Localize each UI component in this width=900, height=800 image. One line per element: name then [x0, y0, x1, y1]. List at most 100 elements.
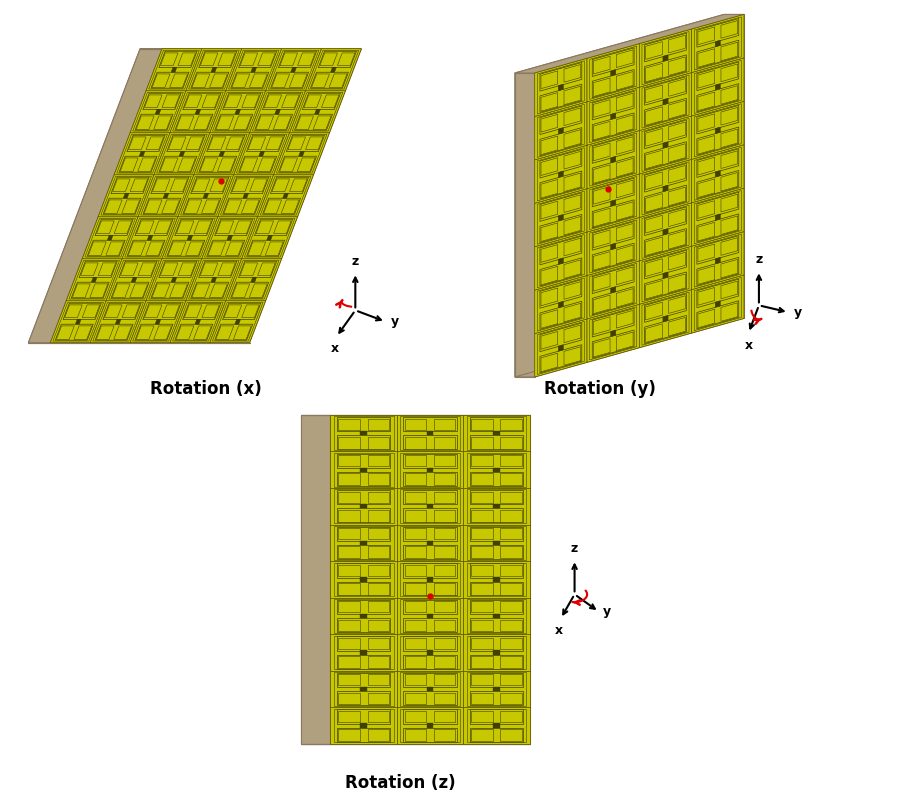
Polygon shape [464, 488, 530, 525]
Polygon shape [271, 72, 309, 88]
Polygon shape [427, 614, 434, 618]
Polygon shape [122, 305, 140, 318]
Polygon shape [470, 636, 523, 650]
Polygon shape [721, 281, 738, 298]
Polygon shape [338, 509, 391, 522]
Polygon shape [610, 113, 616, 119]
Polygon shape [240, 53, 257, 66]
Polygon shape [590, 263, 636, 317]
Polygon shape [541, 93, 558, 111]
Polygon shape [540, 323, 581, 352]
Polygon shape [234, 133, 290, 174]
Polygon shape [472, 674, 492, 686]
Polygon shape [470, 435, 523, 450]
Polygon shape [127, 240, 165, 256]
Polygon shape [470, 600, 523, 614]
Polygon shape [466, 526, 526, 560]
Polygon shape [152, 74, 170, 87]
Polygon shape [160, 263, 178, 275]
Polygon shape [171, 277, 177, 282]
Polygon shape [202, 217, 257, 258]
Polygon shape [616, 289, 633, 307]
Polygon shape [642, 249, 689, 302]
Polygon shape [202, 200, 220, 214]
Polygon shape [716, 170, 720, 177]
Polygon shape [721, 64, 738, 82]
Polygon shape [274, 221, 291, 234]
Polygon shape [338, 435, 391, 450]
Polygon shape [104, 198, 141, 214]
Polygon shape [367, 418, 389, 430]
Polygon shape [338, 674, 360, 686]
Polygon shape [137, 221, 154, 234]
Polygon shape [218, 263, 235, 275]
Polygon shape [111, 178, 149, 194]
Polygon shape [470, 526, 523, 541]
Polygon shape [540, 236, 581, 265]
Polygon shape [121, 158, 138, 171]
Polygon shape [130, 284, 148, 298]
Polygon shape [338, 654, 391, 669]
Polygon shape [240, 263, 257, 275]
Polygon shape [642, 292, 689, 346]
Polygon shape [541, 179, 558, 198]
Polygon shape [191, 282, 229, 298]
Polygon shape [716, 40, 720, 47]
Polygon shape [644, 207, 687, 235]
Polygon shape [319, 51, 356, 68]
Polygon shape [367, 602, 389, 612]
Polygon shape [535, 275, 587, 334]
Polygon shape [593, 274, 610, 291]
Polygon shape [268, 50, 319, 89]
Polygon shape [642, 31, 689, 85]
Polygon shape [698, 49, 715, 67]
Polygon shape [403, 654, 456, 669]
Polygon shape [160, 158, 178, 171]
Polygon shape [472, 638, 492, 649]
Polygon shape [192, 284, 210, 298]
Polygon shape [590, 306, 636, 360]
Polygon shape [610, 200, 616, 206]
Polygon shape [472, 656, 492, 668]
Polygon shape [360, 687, 367, 691]
Polygon shape [219, 151, 225, 156]
Polygon shape [540, 62, 581, 91]
Polygon shape [338, 474, 360, 485]
Polygon shape [403, 545, 456, 559]
Polygon shape [367, 437, 389, 449]
Polygon shape [270, 178, 309, 194]
Polygon shape [470, 454, 523, 468]
Polygon shape [645, 281, 662, 299]
Polygon shape [592, 200, 634, 228]
Polygon shape [136, 116, 154, 130]
Polygon shape [181, 176, 231, 215]
Polygon shape [466, 562, 526, 596]
Polygon shape [540, 214, 581, 242]
Polygon shape [178, 53, 195, 66]
Polygon shape [55, 324, 94, 340]
Polygon shape [590, 90, 636, 142]
Polygon shape [338, 673, 391, 687]
Polygon shape [397, 670, 464, 707]
Polygon shape [541, 158, 558, 175]
Text: z: z [352, 255, 359, 269]
Polygon shape [334, 453, 393, 486]
Polygon shape [251, 277, 256, 282]
Text: Rotation (x): Rotation (x) [150, 380, 262, 398]
Polygon shape [282, 95, 299, 107]
Polygon shape [697, 84, 739, 112]
Polygon shape [500, 492, 522, 502]
Polygon shape [721, 194, 738, 212]
Polygon shape [143, 198, 181, 214]
Polygon shape [434, 674, 455, 686]
Polygon shape [669, 230, 686, 249]
Polygon shape [610, 330, 616, 337]
Polygon shape [697, 236, 739, 264]
Polygon shape [644, 294, 687, 322]
Polygon shape [592, 243, 634, 271]
Polygon shape [184, 200, 202, 214]
Polygon shape [63, 303, 101, 320]
Polygon shape [639, 290, 692, 348]
Polygon shape [500, 602, 522, 612]
Polygon shape [157, 134, 207, 173]
